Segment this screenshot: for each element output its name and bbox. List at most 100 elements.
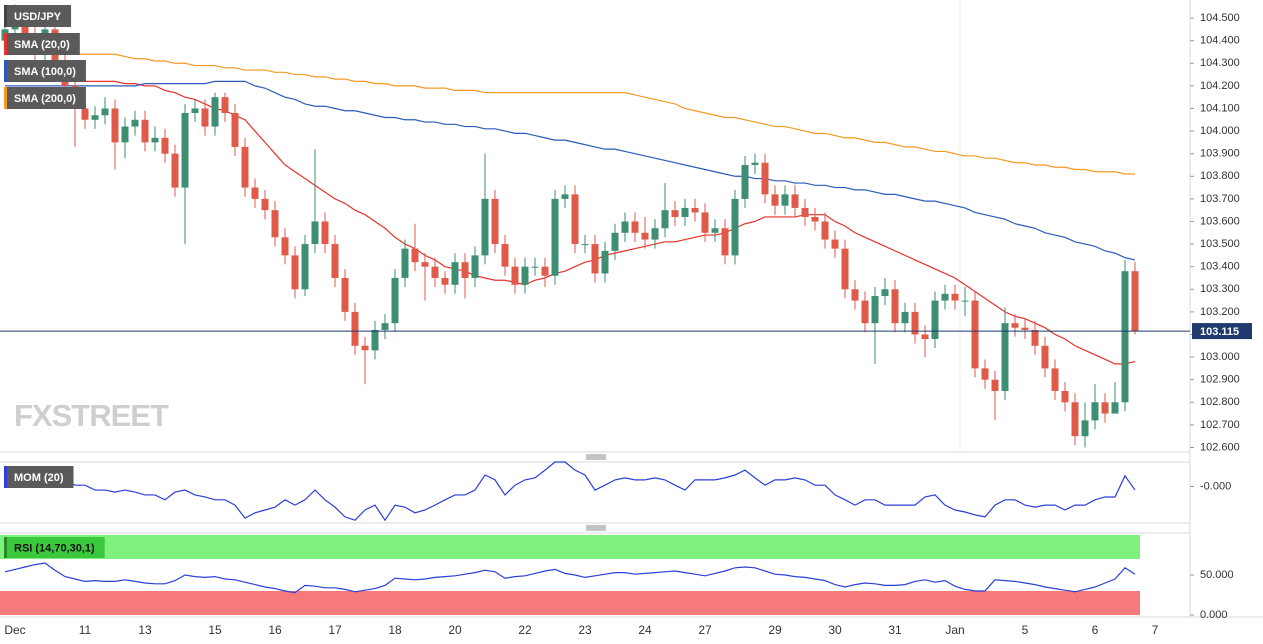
candle-body [871, 296, 879, 324]
candle-body [791, 194, 799, 208]
candle-body [1111, 402, 1119, 414]
y-tick-label: 0.000 [1200, 609, 1228, 621]
candle-body [311, 221, 319, 245]
candle-body [991, 379, 999, 391]
candle-body [301, 244, 309, 290]
candle-body [1001, 323, 1009, 391]
candle-body [731, 198, 739, 256]
x-tick-label: 17 [328, 623, 342, 637]
candle-body [771, 194, 779, 206]
overbought-band [0, 535, 1140, 559]
candle-body [801, 207, 809, 217]
y-tick-label: 103.600 [1200, 215, 1240, 227]
candle-body [601, 250, 609, 274]
x-tick-label: 31 [888, 623, 902, 637]
candle-body [1031, 329, 1039, 346]
candle-body [181, 113, 189, 188]
x-tick-label: 15 [208, 623, 222, 637]
candle-body [471, 255, 479, 278]
x-tick-label: 5 [1022, 623, 1029, 637]
x-tick-label: 30 [828, 623, 842, 637]
last-price-label: 103.115 [1200, 326, 1239, 338]
y-tick-label: 103.300 [1200, 283, 1240, 295]
candle-body [281, 237, 289, 256]
candle-body [131, 119, 139, 127]
series-line [5, 73, 1136, 365]
legend-label: MOM (20) [14, 472, 64, 484]
candle-body [81, 108, 89, 120]
candle-body [561, 194, 569, 199]
candle-body [1061, 390, 1069, 403]
candle-body [961, 300, 969, 302]
candle-body [631, 221, 639, 233]
candle-body [1051, 368, 1059, 391]
last-price-box [1192, 323, 1252, 340]
candle-body [941, 293, 949, 301]
candle-body [951, 293, 959, 301]
candle-body [751, 162, 759, 165]
candle-body [351, 311, 359, 346]
x-tick-label: 20 [448, 623, 462, 637]
candle-body [621, 221, 629, 233]
candle-body [21, 18, 29, 37]
y-tick-label: 50.000 [1200, 569, 1234, 581]
candle-body [861, 300, 869, 324]
legend-swatch [4, 466, 7, 488]
x-tick-label: 18 [388, 623, 402, 637]
candle-body [581, 244, 589, 246]
candle-body [681, 207, 689, 217]
legend-box [4, 60, 86, 82]
candle-body [371, 329, 379, 351]
y-tick-label: 102.900 [1200, 374, 1240, 386]
x-tick-label: Jan [945, 623, 964, 637]
candle-body [461, 262, 469, 278]
candle-body [1071, 402, 1079, 437]
legend-item: SMA (20,0) [4, 33, 80, 55]
candle-body [411, 248, 419, 263]
series-line [4, 461, 1136, 522]
y-tick-label: 103.200 [1200, 306, 1240, 318]
legend-item: USD/JPY [4, 5, 72, 27]
legend-box [4, 466, 74, 488]
candle-body [421, 262, 429, 267]
y-tick-label: 103.900 [1200, 148, 1240, 160]
series-line [5, 80, 1136, 261]
legend-item: MOM (20) [4, 466, 74, 488]
candle-body [711, 228, 719, 233]
candle-body [121, 126, 129, 143]
x-tick-label: 13 [138, 623, 152, 637]
y-tick-label: 104.400 [1200, 35, 1240, 47]
candle-body [241, 146, 249, 188]
candle-body [721, 228, 729, 256]
candle-body [1041, 345, 1049, 369]
candle-body [1131, 271, 1139, 332]
y-tick-label: 104.300 [1200, 57, 1240, 69]
x-tick-label: 23 [578, 623, 592, 637]
candle-body [531, 266, 539, 268]
legend-label: RSI (14,70,30,1) [14, 542, 95, 554]
candle-body [821, 221, 829, 240]
candle-body [611, 232, 619, 251]
candle-body [201, 108, 209, 127]
candle-body [361, 345, 369, 351]
x-tick-label: 24 [638, 623, 652, 637]
candle-body [1121, 271, 1129, 403]
legend-box [4, 33, 80, 55]
candle-body [781, 194, 789, 206]
x-tick-label: 6 [1092, 623, 1099, 637]
legend-box [4, 5, 72, 27]
y-tick-label: 102.800 [1200, 396, 1240, 408]
candle-body [391, 277, 399, 324]
candle-body [691, 207, 699, 213]
x-tick-label: 22 [518, 623, 532, 637]
y-tick-label: 102.600 [1200, 441, 1240, 453]
candle-body [341, 277, 349, 312]
series-line [4, 562, 1136, 594]
y-tick-label: 102.700 [1200, 419, 1240, 431]
candle-body [881, 289, 889, 297]
candle-body [271, 210, 279, 238]
oversold-band [0, 591, 1140, 615]
candle-body [111, 108, 119, 143]
y-tick-label: -0.000 [1200, 480, 1231, 492]
